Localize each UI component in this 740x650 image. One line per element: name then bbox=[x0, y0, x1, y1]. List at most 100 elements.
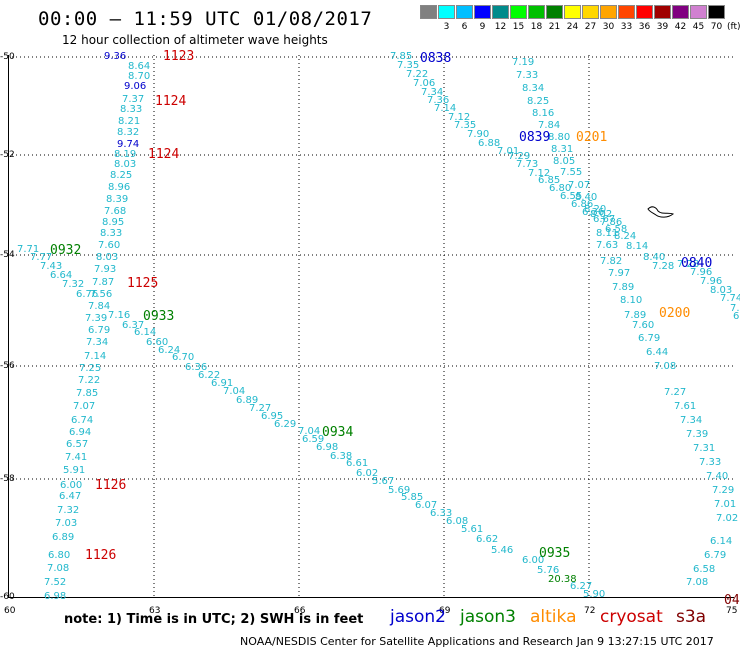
swh-value: 6.88 bbox=[478, 138, 501, 149]
swh-value: 8.64 bbox=[128, 61, 151, 72]
swh-value: 7.29 bbox=[508, 151, 531, 162]
swh-value: 6.47 bbox=[59, 491, 82, 502]
swh-value: 6.79 bbox=[704, 550, 727, 561]
swh-value: 7.28 bbox=[677, 259, 700, 270]
color-swatch bbox=[618, 5, 635, 19]
swh-value: 6.60 bbox=[146, 337, 169, 348]
footnote: note: 1) Time is in UTC; 2) SWH is in fe… bbox=[64, 612, 364, 627]
swh-value: 9.74 bbox=[117, 139, 140, 150]
swh-value: 7.32 bbox=[62, 279, 85, 290]
swh-value: 8.25 bbox=[527, 96, 550, 107]
swh-value: 8.03 bbox=[710, 285, 733, 296]
color-scale-label: 9 bbox=[479, 22, 486, 32]
swh-value: 8.16 bbox=[532, 108, 555, 119]
pass-time-cryosat: 1125 bbox=[127, 276, 159, 291]
pass-time-jason3: 0932 bbox=[50, 243, 82, 258]
color-scale-label: 42 bbox=[674, 22, 687, 32]
swh-value: 6.00 bbox=[60, 480, 83, 491]
y-tick-label: -58 bbox=[0, 474, 15, 484]
color-swatch bbox=[510, 5, 527, 19]
swh-value: 7.87 bbox=[92, 277, 115, 288]
swh-value: 7.84 bbox=[538, 120, 561, 131]
pass-time-cryosat: 1124 bbox=[155, 94, 187, 109]
swh-value: 7.34 bbox=[86, 337, 109, 348]
color-scale-label: 33 bbox=[620, 22, 633, 32]
swh-value: 6.89 bbox=[52, 532, 75, 543]
swh-value: 7.74 bbox=[720, 293, 740, 304]
swh-value: 7.14 bbox=[84, 351, 107, 362]
swh-value: 6.79 bbox=[638, 333, 661, 344]
swh-value: 8.02 bbox=[590, 209, 613, 220]
swh-value: 6.91 bbox=[211, 378, 234, 389]
swh-value: 6.61 bbox=[346, 458, 369, 469]
swh-value: 8.31 bbox=[551, 144, 574, 155]
swh-value: 9.36 bbox=[104, 51, 127, 62]
y-tick-label: -60 bbox=[0, 592, 15, 602]
swh-value: 6.86 bbox=[571, 199, 594, 210]
swh-value: 8.80 bbox=[548, 132, 571, 143]
swh-value: 7.34 bbox=[421, 87, 444, 98]
swh-value: 7.08 bbox=[686, 577, 709, 588]
swh-value: 6.37 bbox=[122, 320, 145, 331]
pass-time-jason3: 0935 bbox=[539, 546, 571, 561]
swh-value: 8.21 bbox=[118, 116, 141, 127]
swh-value: 6.36 bbox=[185, 362, 208, 373]
pass-time-cryosat: 1126 bbox=[85, 548, 117, 563]
color-swatch bbox=[474, 5, 491, 19]
swh-value: 5.76 bbox=[537, 565, 560, 576]
swh-value: 7.28 bbox=[652, 261, 675, 272]
color-swatch bbox=[690, 5, 707, 19]
swh-value: 6.00 bbox=[522, 555, 545, 566]
swh-value: 6.59 bbox=[302, 434, 325, 445]
swh-value: 6.22 bbox=[198, 370, 221, 381]
swh-value: 6.27 bbox=[570, 581, 593, 592]
swh-value: 7.02 bbox=[716, 513, 739, 524]
swh-value: 7.89 bbox=[624, 310, 647, 321]
swh-value: 7.04 bbox=[223, 386, 246, 397]
color-swatch bbox=[438, 5, 455, 19]
swh-value: 6.58 bbox=[693, 564, 716, 575]
swh-value: 8.95 bbox=[102, 217, 125, 228]
swh-value: 8.33 bbox=[100, 228, 123, 239]
legend-s3a: s3a bbox=[676, 607, 707, 627]
swh-value: 8.10 bbox=[620, 295, 643, 306]
color-scale-label: 12 bbox=[494, 22, 507, 32]
swh-value: 7.01 bbox=[714, 499, 737, 510]
color-swatch bbox=[456, 5, 473, 19]
legend-altika: altika bbox=[530, 607, 577, 627]
swh-value: 7.37 bbox=[122, 94, 145, 105]
swh-value: 7.93 bbox=[94, 264, 117, 275]
swh-value: 7.90 bbox=[467, 129, 490, 140]
swh-value: 8.32 bbox=[117, 127, 140, 138]
swh-value: 7.40 bbox=[706, 471, 729, 482]
swh-value: 6.62 bbox=[476, 534, 499, 545]
swh-value: 6.57 bbox=[66, 439, 89, 450]
x-tick-label: 60 bbox=[4, 606, 16, 616]
color-swatch bbox=[420, 5, 437, 19]
swh-value: 6.38 bbox=[330, 451, 353, 462]
swh-value: 8.34 bbox=[522, 83, 545, 94]
swh-value: 8.03 bbox=[96, 252, 119, 263]
swh-value: 6.07 bbox=[415, 500, 438, 511]
swh-value: 7.31 bbox=[693, 443, 716, 454]
swh-value: 7.08 bbox=[654, 361, 677, 372]
pass-time-jason3: 0933 bbox=[143, 309, 175, 324]
swh-value: 7.22 bbox=[78, 375, 101, 386]
swh-value: 7.19 bbox=[512, 57, 535, 68]
swh-value: 7.71 bbox=[17, 244, 40, 255]
swh-value: 6.70 bbox=[172, 352, 195, 363]
y-tick-label: -50 bbox=[0, 52, 15, 62]
swh-value: 5.91 bbox=[63, 465, 86, 476]
color-scale-label: 21 bbox=[548, 22, 561, 32]
swh-value: 20.38 bbox=[548, 574, 577, 585]
swh-value: 7.85 bbox=[76, 388, 99, 399]
swh-value: 6.36 bbox=[582, 207, 605, 218]
swh-value: 7.07 bbox=[568, 180, 591, 191]
pass-time-altika: 0200 bbox=[659, 306, 691, 321]
color-swatch bbox=[672, 5, 689, 19]
swh-value: 6.79 bbox=[88, 325, 111, 336]
swh-value: 6.94 bbox=[69, 427, 92, 438]
swh-value: 7.63 bbox=[596, 240, 619, 251]
swh-value: 5.67 bbox=[372, 476, 395, 487]
swh-value: 6.29 bbox=[274, 419, 297, 430]
